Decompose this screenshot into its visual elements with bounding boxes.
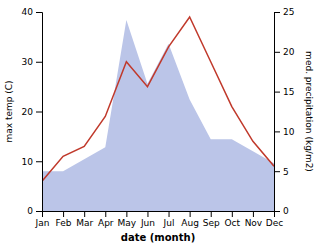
tick-mark [274,171,280,172]
tick: 5 [274,167,289,177]
tick-mark [36,62,42,63]
tick: 20 [274,47,295,57]
tick: 30 [22,57,42,67]
tick-mark [253,211,254,217]
tick-mark [169,211,170,217]
tick-label: Jan [35,218,50,228]
x-axis-title: date (month) [121,232,195,243]
area [42,20,274,211]
tick-mark [36,12,42,13]
axis-domain [275,13,281,212]
tick: Aug [181,211,199,228]
tick-mark [274,52,280,53]
tick-mark [211,211,212,217]
tick: 10 [274,127,295,137]
y-axis: 0 10 20 30 40 [22,7,43,216]
tick: Jan [35,211,50,228]
tick: 0 [27,206,42,216]
tick: 10 [22,157,42,167]
tick: 25 [274,7,294,17]
tick-label: 0 [283,206,289,216]
tick-label: Sep [203,218,220,228]
tick-mark [63,211,64,217]
tick-mark [274,131,280,132]
tick-mark [274,211,280,212]
tick: Mar [76,211,93,228]
tick-label: 5 [283,167,289,177]
tick-mark [232,211,233,217]
tick-label: 10 [22,157,34,167]
line [42,17,274,181]
tick: Apr [98,211,114,228]
tick-mark [126,211,127,217]
tick-mark [190,211,191,217]
tick: May [118,211,137,228]
y2-axis-title: med. precipitation (kg/m2) [304,51,314,172]
tick-label: Mar [76,218,93,228]
axis-domain [36,13,43,212]
tick: Nov [245,211,263,228]
tick-label: 40 [22,7,34,17]
tick: 15 [274,87,294,97]
tick-label: Jun [140,218,155,228]
tick-label: 20 [22,107,34,117]
plot: JanFebMarAprMayJunJulAugSepOctNovDec0102… [4,7,314,243]
tick-label: 10 [283,127,295,137]
x-axis: Jan Feb Mar Apr MayJun Jul Aug Sep Oct NovDec [35,211,284,228]
y-axis-title: max temp (C) [4,80,14,142]
marks [42,17,274,211]
tick-label: Dec [266,218,283,228]
tick-label: 25 [283,7,294,17]
tick-mark [36,161,42,162]
tick: Feb [56,211,72,228]
tick-label: Apr [98,218,114,228]
axis-domain [43,212,275,218]
tick-mark [105,211,106,217]
tick-label: 30 [22,57,34,67]
tick: Oct [225,211,241,228]
tick-mark [274,92,280,93]
chart: JanFebMarAprMayJunJulAugSepOctNovDec0102… [0,0,318,247]
tick-label: 0 [27,206,33,216]
tick-mark [36,211,42,212]
tick: Dec [266,211,283,228]
tick-mark [84,211,85,217]
tick-mark [274,12,280,13]
tick-label: May [118,218,137,228]
tick-label: Nov [245,218,263,228]
tick-mark [147,211,148,217]
tick: 40 [22,7,42,17]
tick-label: Feb [56,218,72,228]
tick-label: Aug [181,218,199,228]
tick: Sep [203,211,220,228]
tick: Jun [140,211,155,228]
tick-label: 20 [283,47,295,57]
tick-label: Jul [163,218,175,228]
tick: Jul [163,211,175,228]
tick-label: Oct [225,218,241,228]
tick-mark [36,112,42,113]
tick: 20 [22,107,42,117]
tick: 0 [274,206,289,216]
tick-label: 15 [283,87,294,97]
y2-axis: 0 5 10 15 20 25 [274,7,295,216]
